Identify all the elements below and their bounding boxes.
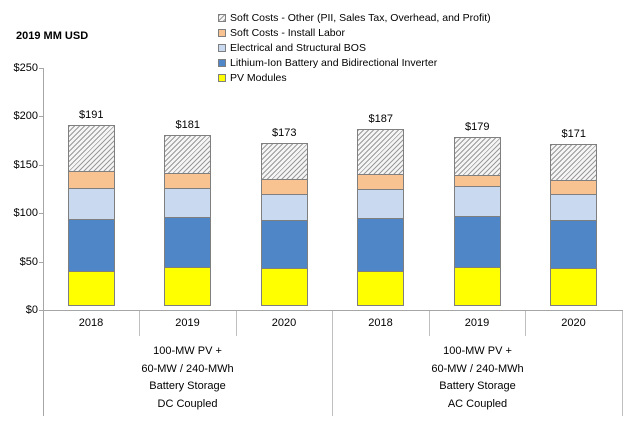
bar-segment — [67, 187, 115, 220]
group-label-line: 60-MW / 240-MWh — [431, 362, 524, 375]
category-separator — [139, 311, 140, 336]
x-category-label: 2018 — [78, 317, 104, 329]
bar-segment — [67, 170, 115, 189]
group-label-line: DC Coupled — [157, 397, 218, 410]
stacked-bar — [550, 144, 598, 310]
bar-segment — [453, 215, 501, 269]
y-tick-mark — [39, 262, 43, 263]
group-separator — [332, 311, 333, 416]
bar-segment — [357, 271, 405, 306]
bar-segment — [357, 188, 405, 219]
y-tick-label: $150 — [13, 159, 38, 171]
bar-total-label: $187 — [368, 112, 393, 125]
group-label-ac: 100-MW PV + 60-MW / 240-MWh Battery Stor… — [333, 343, 622, 413]
category-separator — [429, 311, 430, 336]
bar-total-label: $173 — [272, 126, 297, 139]
bar-segment — [67, 271, 115, 306]
y-tick-label: $100 — [13, 207, 38, 219]
legend-swatch-lightblue-icon — [218, 44, 226, 52]
bar-segment — [260, 219, 308, 270]
bar-segment — [550, 144, 598, 182]
bar-segment — [164, 187, 212, 218]
x-category-label: 2020 — [561, 317, 586, 329]
y-tick-mark — [39, 213, 43, 214]
legend-item: PV Modules — [218, 72, 491, 84]
y-tick-label: $0 — [25, 304, 38, 316]
legend-item: Electrical and Structural BOS — [218, 42, 491, 54]
bar-segment — [260, 179, 308, 195]
y-tick-mark — [39, 116, 43, 117]
bar-segment — [164, 267, 212, 306]
bar-segment — [550, 193, 598, 221]
legend-item: Soft Costs - Install Labor — [218, 27, 491, 39]
legend-label: Lithium-Ion Battery and Bidirectional In… — [230, 57, 438, 69]
group-label-line: 100-MW PV + — [443, 345, 512, 357]
stacked-bar — [260, 142, 308, 310]
bar-total-label: $171 — [561, 128, 586, 141]
group-separator — [622, 311, 623, 416]
bar-total-label: $191 — [79, 109, 104, 122]
bar-segment — [164, 134, 212, 175]
group-label-line: Battery Storage — [149, 380, 226, 392]
x-category-label: 2020 — [271, 317, 297, 329]
bar-segment — [164, 216, 212, 269]
bar-segment — [260, 268, 308, 306]
bar-segment — [67, 218, 115, 273]
y-tick-label: $250 — [13, 62, 38, 74]
y-axis-title: 2019 MM USD — [16, 30, 89, 42]
x-category-label: 2018 — [368, 317, 393, 329]
y-tick-mark — [39, 68, 43, 69]
legend-item: Lithium-Ion Battery and Bidirectional In… — [218, 57, 491, 69]
bar-segment — [550, 268, 598, 306]
category-separator — [236, 311, 237, 336]
bar-segment — [550, 180, 598, 195]
bar-total-label: $179 — [465, 120, 490, 133]
group-label-line: Battery Storage — [439, 380, 516, 392]
bar-segment — [260, 193, 308, 221]
bar-segment — [453, 136, 501, 177]
x-category-label: 2019 — [464, 317, 490, 329]
y-tick-mark — [39, 165, 43, 166]
y-tick-label: $200 — [13, 110, 38, 122]
legend: Soft Costs - Other (PII, Sales Tax, Over… — [218, 12, 491, 84]
legend-label: PV Modules — [230, 72, 287, 84]
bar-segment — [357, 217, 405, 273]
bar-segment — [260, 142, 308, 181]
legend-swatch-blue-icon — [218, 59, 226, 67]
group-label-line: AC Coupled — [447, 397, 508, 410]
category-separator — [525, 311, 526, 336]
legend-swatch-orange-icon — [218, 29, 226, 37]
stacked-bar — [164, 134, 212, 310]
legend-label: Soft Costs - Install Labor — [230, 27, 345, 39]
x-axis-line — [43, 310, 623, 311]
stacked-bar — [67, 125, 115, 310]
stacked-bar — [357, 128, 405, 310]
bar-segment — [550, 219, 598, 270]
bar-total-label: $181 — [175, 118, 200, 131]
group-label-dc: 100-MW PV + 60-MW / 240-MWh Battery Stor… — [43, 343, 332, 413]
legend-item: Soft Costs - Other (PII, Sales Tax, Over… — [218, 12, 491, 24]
x-category-label: 2019 — [175, 317, 200, 329]
y-tick-mark — [39, 310, 43, 311]
legend-swatch-yellow-icon — [218, 74, 226, 82]
bar-segment — [453, 186, 501, 217]
bar-segment — [164, 173, 212, 189]
bar-segment — [67, 125, 115, 172]
y-axis-line — [43, 68, 44, 416]
bar-segment — [357, 174, 405, 190]
group-label-line: 100-MW PV + — [153, 345, 222, 357]
legend-label: Electrical and Structural BOS — [230, 42, 366, 54]
stacked-bar — [453, 136, 501, 310]
legend-label: Soft Costs - Other (PII, Sales Tax, Over… — [230, 12, 491, 24]
bar-segment — [357, 128, 405, 176]
group-label-line: 60-MW / 240-MWh — [141, 362, 234, 375]
legend-swatch-hatch-icon — [218, 14, 226, 22]
bar-segment — [453, 267, 501, 306]
y-tick-label: $50 — [19, 256, 38, 268]
